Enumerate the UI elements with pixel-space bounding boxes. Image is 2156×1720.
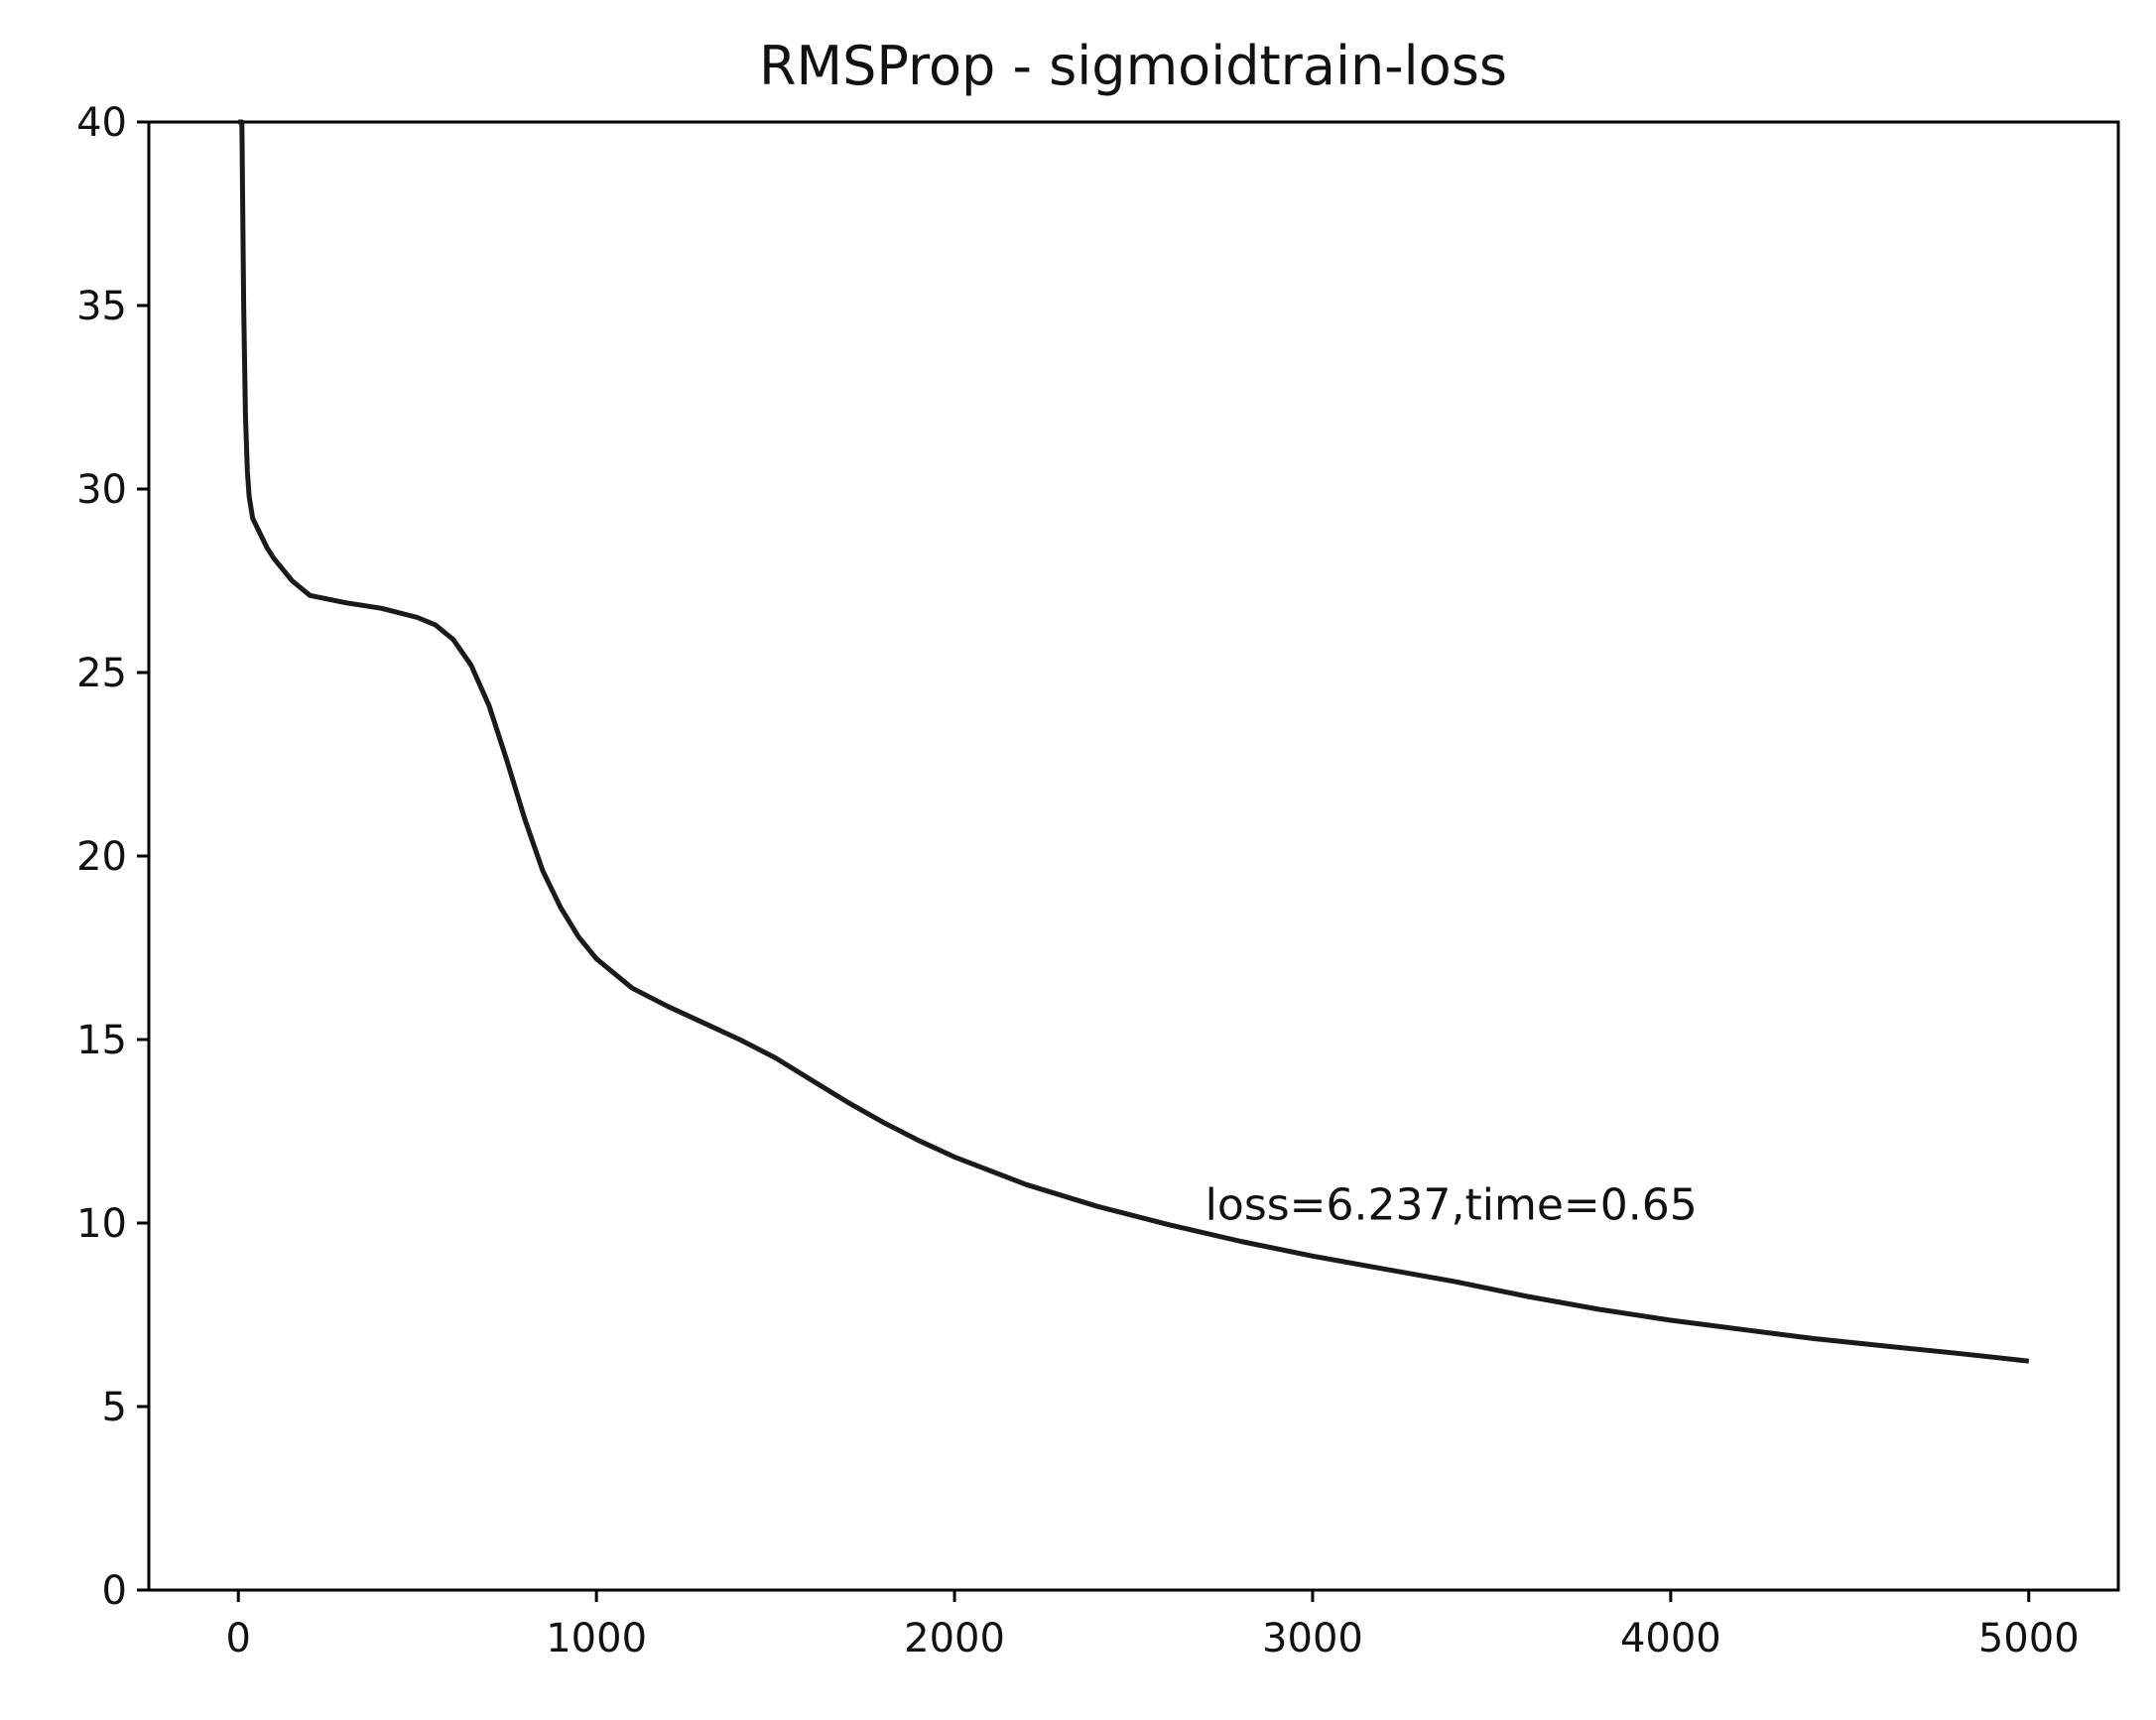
- x-tick-label: 3000: [1262, 1616, 1363, 1661]
- y-tick-label: 15: [76, 1018, 127, 1063]
- y-tick-label: 25: [76, 651, 127, 696]
- x-tick-label: 5000: [1978, 1616, 2080, 1661]
- y-axis: 0 5 10 15 20 25 30 35 40: [76, 100, 149, 1614]
- y-tick-label: 10: [76, 1201, 127, 1247]
- x-tick-label: 2000: [904, 1616, 1005, 1661]
- y-tick-label: 30: [76, 467, 127, 513]
- annotation-text: loss=6.237,time=0.65: [1205, 1179, 1698, 1230]
- x-tick-label: 0: [226, 1616, 251, 1661]
- x-tick-label: 1000: [546, 1616, 647, 1661]
- x-axis: 0 1000 2000 3000 4000 5000: [226, 1590, 2080, 1661]
- x-tick-label: 4000: [1620, 1616, 1721, 1661]
- series-layer: [238, 119, 2030, 1364]
- chart-title: RMSProp - sigmoidtrain-loss: [759, 35, 1507, 97]
- y-tick-label: 20: [76, 834, 127, 880]
- annotation-layer: loss=6.237,time=0.65: [1205, 1179, 1698, 1230]
- y-tick-label: 5: [102, 1385, 127, 1430]
- series-line: [238, 119, 2030, 1364]
- y-tick-label: 0: [102, 1568, 127, 1614]
- y-tick-label: 40: [76, 100, 127, 146]
- y-tick-label: 35: [76, 284, 127, 329]
